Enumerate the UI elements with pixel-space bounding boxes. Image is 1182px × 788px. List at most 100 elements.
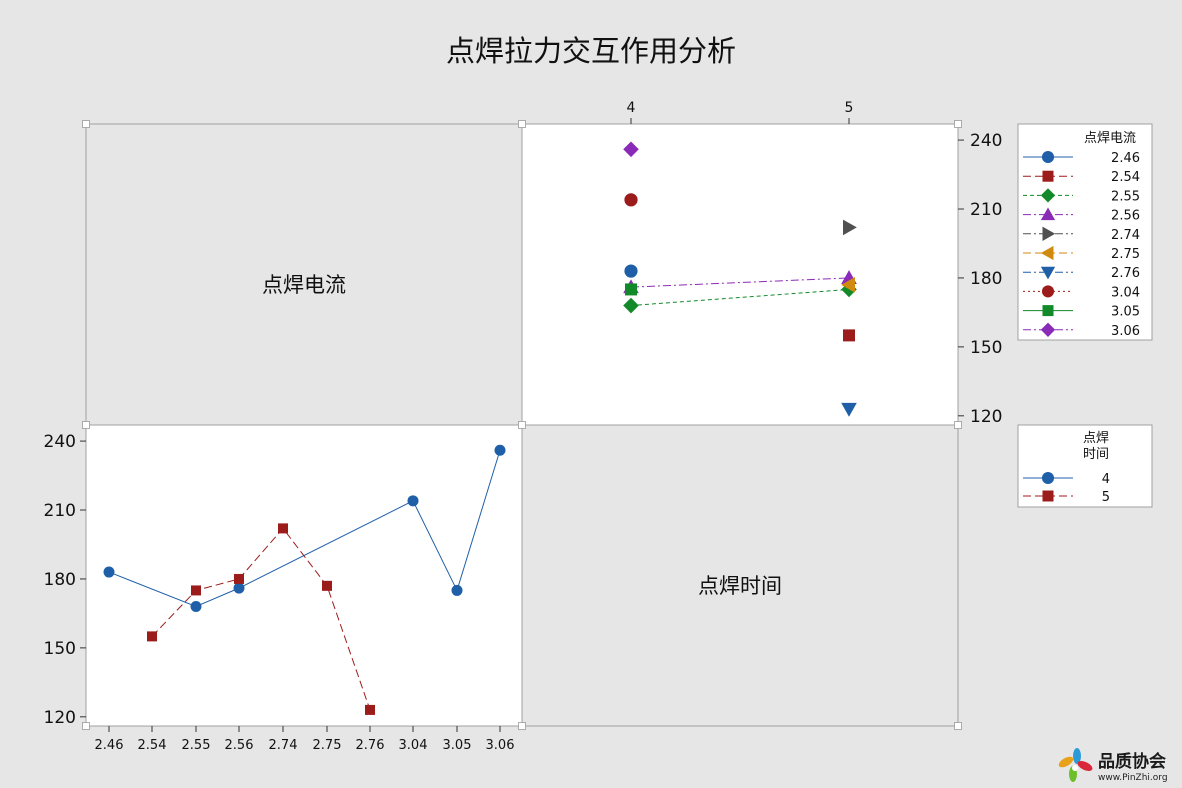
bottom-tick-label: 3.04	[399, 738, 428, 753]
legend-marker-3.06	[1040, 322, 1056, 337]
legend-time-marker-5	[1042, 490, 1054, 502]
marker-time-5	[365, 704, 375, 715]
legend-time: 点焊时间 4 5	[1017, 424, 1153, 508]
left-tick-label: 180	[44, 570, 76, 590]
bottom-left-markers	[103, 444, 506, 715]
right-tick-label: 210	[970, 200, 1002, 220]
bottom-tick-label: 2.56	[225, 738, 254, 753]
series-line-2.56	[630, 277, 850, 288]
chart-title: 点焊拉力交互作用分析	[446, 34, 736, 68]
top-tick-label: 5	[845, 100, 854, 116]
marker-time-4	[233, 582, 245, 594]
marker-time-4	[407, 495, 419, 507]
marker-2.74	[843, 219, 857, 236]
handle	[82, 722, 90, 730]
legend-marker-2.55	[1040, 188, 1056, 203]
marker-2.54	[843, 329, 855, 342]
legend-label-2.54: 2.54	[1111, 170, 1140, 185]
bottom-tick-label: 2.75	[313, 738, 342, 753]
marker-time-5	[234, 573, 244, 584]
legend-time-title: 点焊	[1083, 430, 1109, 446]
series-line-4	[108, 450, 501, 608]
marker-3.04	[624, 193, 638, 207]
top-right-axes: 4 5 120 150 180 210 240	[627, 100, 1003, 427]
top-tick-label: 4	[627, 100, 636, 116]
handle	[518, 120, 526, 128]
handle	[82, 120, 90, 128]
selection-handles[interactable]	[82, 120, 962, 730]
top-right-markers	[623, 141, 857, 417]
marker-2.55	[841, 281, 857, 298]
marker-time-4	[494, 444, 506, 456]
legend-marker-3.05	[1042, 305, 1054, 317]
legend-label-2.75: 2.75	[1111, 247, 1140, 262]
series-line-5	[151, 527, 371, 711]
right-tick-label: 150	[970, 338, 1002, 358]
bottom-tick-label: 3.06	[486, 738, 515, 753]
handle	[82, 421, 90, 429]
top-right-series-lines	[630, 277, 850, 307]
legend-marker-2.74	[1042, 226, 1056, 241]
handle	[518, 722, 526, 730]
series-line-2.55	[630, 288, 850, 307]
watermark-url: www.PinZhi.org	[1098, 773, 1168, 783]
marker-time-4	[451, 584, 463, 596]
legend-marker-3.04	[1041, 285, 1055, 298]
marker-time-4	[190, 601, 202, 613]
flower-logo-icon	[1058, 748, 1093, 782]
panel-factor2-label	[521, 424, 959, 727]
legend-marker-2.75	[1040, 245, 1054, 261]
legend-label-2.56: 2.56	[1111, 209, 1140, 224]
factor-label-time: 点焊时间	[698, 574, 782, 598]
watermark-logo: 品质协会 www.PinZhi.org	[1058, 748, 1168, 783]
marker-time-5	[147, 631, 157, 642]
legend-marker-2.76	[1040, 266, 1056, 280]
legend-current: 点焊电流 2.46 2.54 2.55 2.56 2.74 2.75 2.76 3.04 3.05…	[1017, 123, 1153, 341]
bottom-tick-label: 2.76	[356, 738, 385, 753]
bottom-tick-label: 2.46	[95, 738, 124, 753]
bottom-left-series-lines	[108, 450, 501, 711]
watermark-brand: 品质协会	[1098, 751, 1166, 772]
right-tick-label: 240	[970, 131, 1002, 151]
bottom-left-axes: 2.46 2.54 2.55 2.56 2.74 2.75 2.76 3.04 3.05 3.06…	[44, 432, 515, 753]
bottom-tick-label: 2.55	[182, 738, 211, 753]
legend-marker-2.56	[1040, 207, 1056, 221]
bottom-tick-label: 3.05	[443, 738, 472, 753]
panel-factor1-label	[85, 123, 523, 426]
right-tick-label: 120	[970, 407, 1002, 427]
legend-label-3.06: 3.06	[1111, 324, 1140, 339]
left-tick-label: 210	[44, 501, 76, 521]
marker-2.75	[841, 277, 855, 293]
legend-label-2.76: 2.76	[1111, 266, 1140, 281]
legend-time-label-4: 4	[1102, 472, 1110, 487]
legend-marker-2.54	[1042, 170, 1054, 182]
handle	[954, 722, 962, 730]
legend-time-box	[1017, 424, 1153, 508]
legend-label-2.55: 2.55	[1111, 189, 1140, 204]
legend-time-title: 时间	[1083, 447, 1109, 462]
legend-time-label-5: 5	[1102, 490, 1110, 505]
legend-label-3.05: 3.05	[1111, 305, 1140, 320]
legend-current-title: 点焊电流	[1084, 130, 1136, 146]
marker-time-5	[191, 585, 201, 596]
factor-label-current: 点焊电流	[262, 273, 346, 297]
bottom-tick-label: 2.54	[138, 738, 167, 753]
marker-time-5	[322, 580, 332, 591]
right-tick-label: 180	[970, 269, 1002, 289]
marker-2.55	[623, 297, 639, 314]
left-tick-label: 240	[44, 432, 76, 452]
marker-2.76	[841, 402, 857, 417]
legend-time-marker-4	[1041, 471, 1055, 485]
marker-time-5	[278, 523, 288, 534]
legend-label-2.74: 2.74	[1111, 228, 1140, 243]
panel-top-right-plot	[521, 123, 959, 426]
handle	[954, 421, 962, 429]
handle	[518, 421, 526, 429]
legend-current-box	[1017, 123, 1153, 341]
bottom-tick-label: 2.74	[269, 738, 298, 753]
left-tick-label: 120	[44, 708, 76, 728]
marker-3.05	[625, 283, 637, 296]
legend-label-2.46: 2.46	[1111, 151, 1140, 166]
legend-label-3.04: 3.04	[1111, 285, 1140, 300]
